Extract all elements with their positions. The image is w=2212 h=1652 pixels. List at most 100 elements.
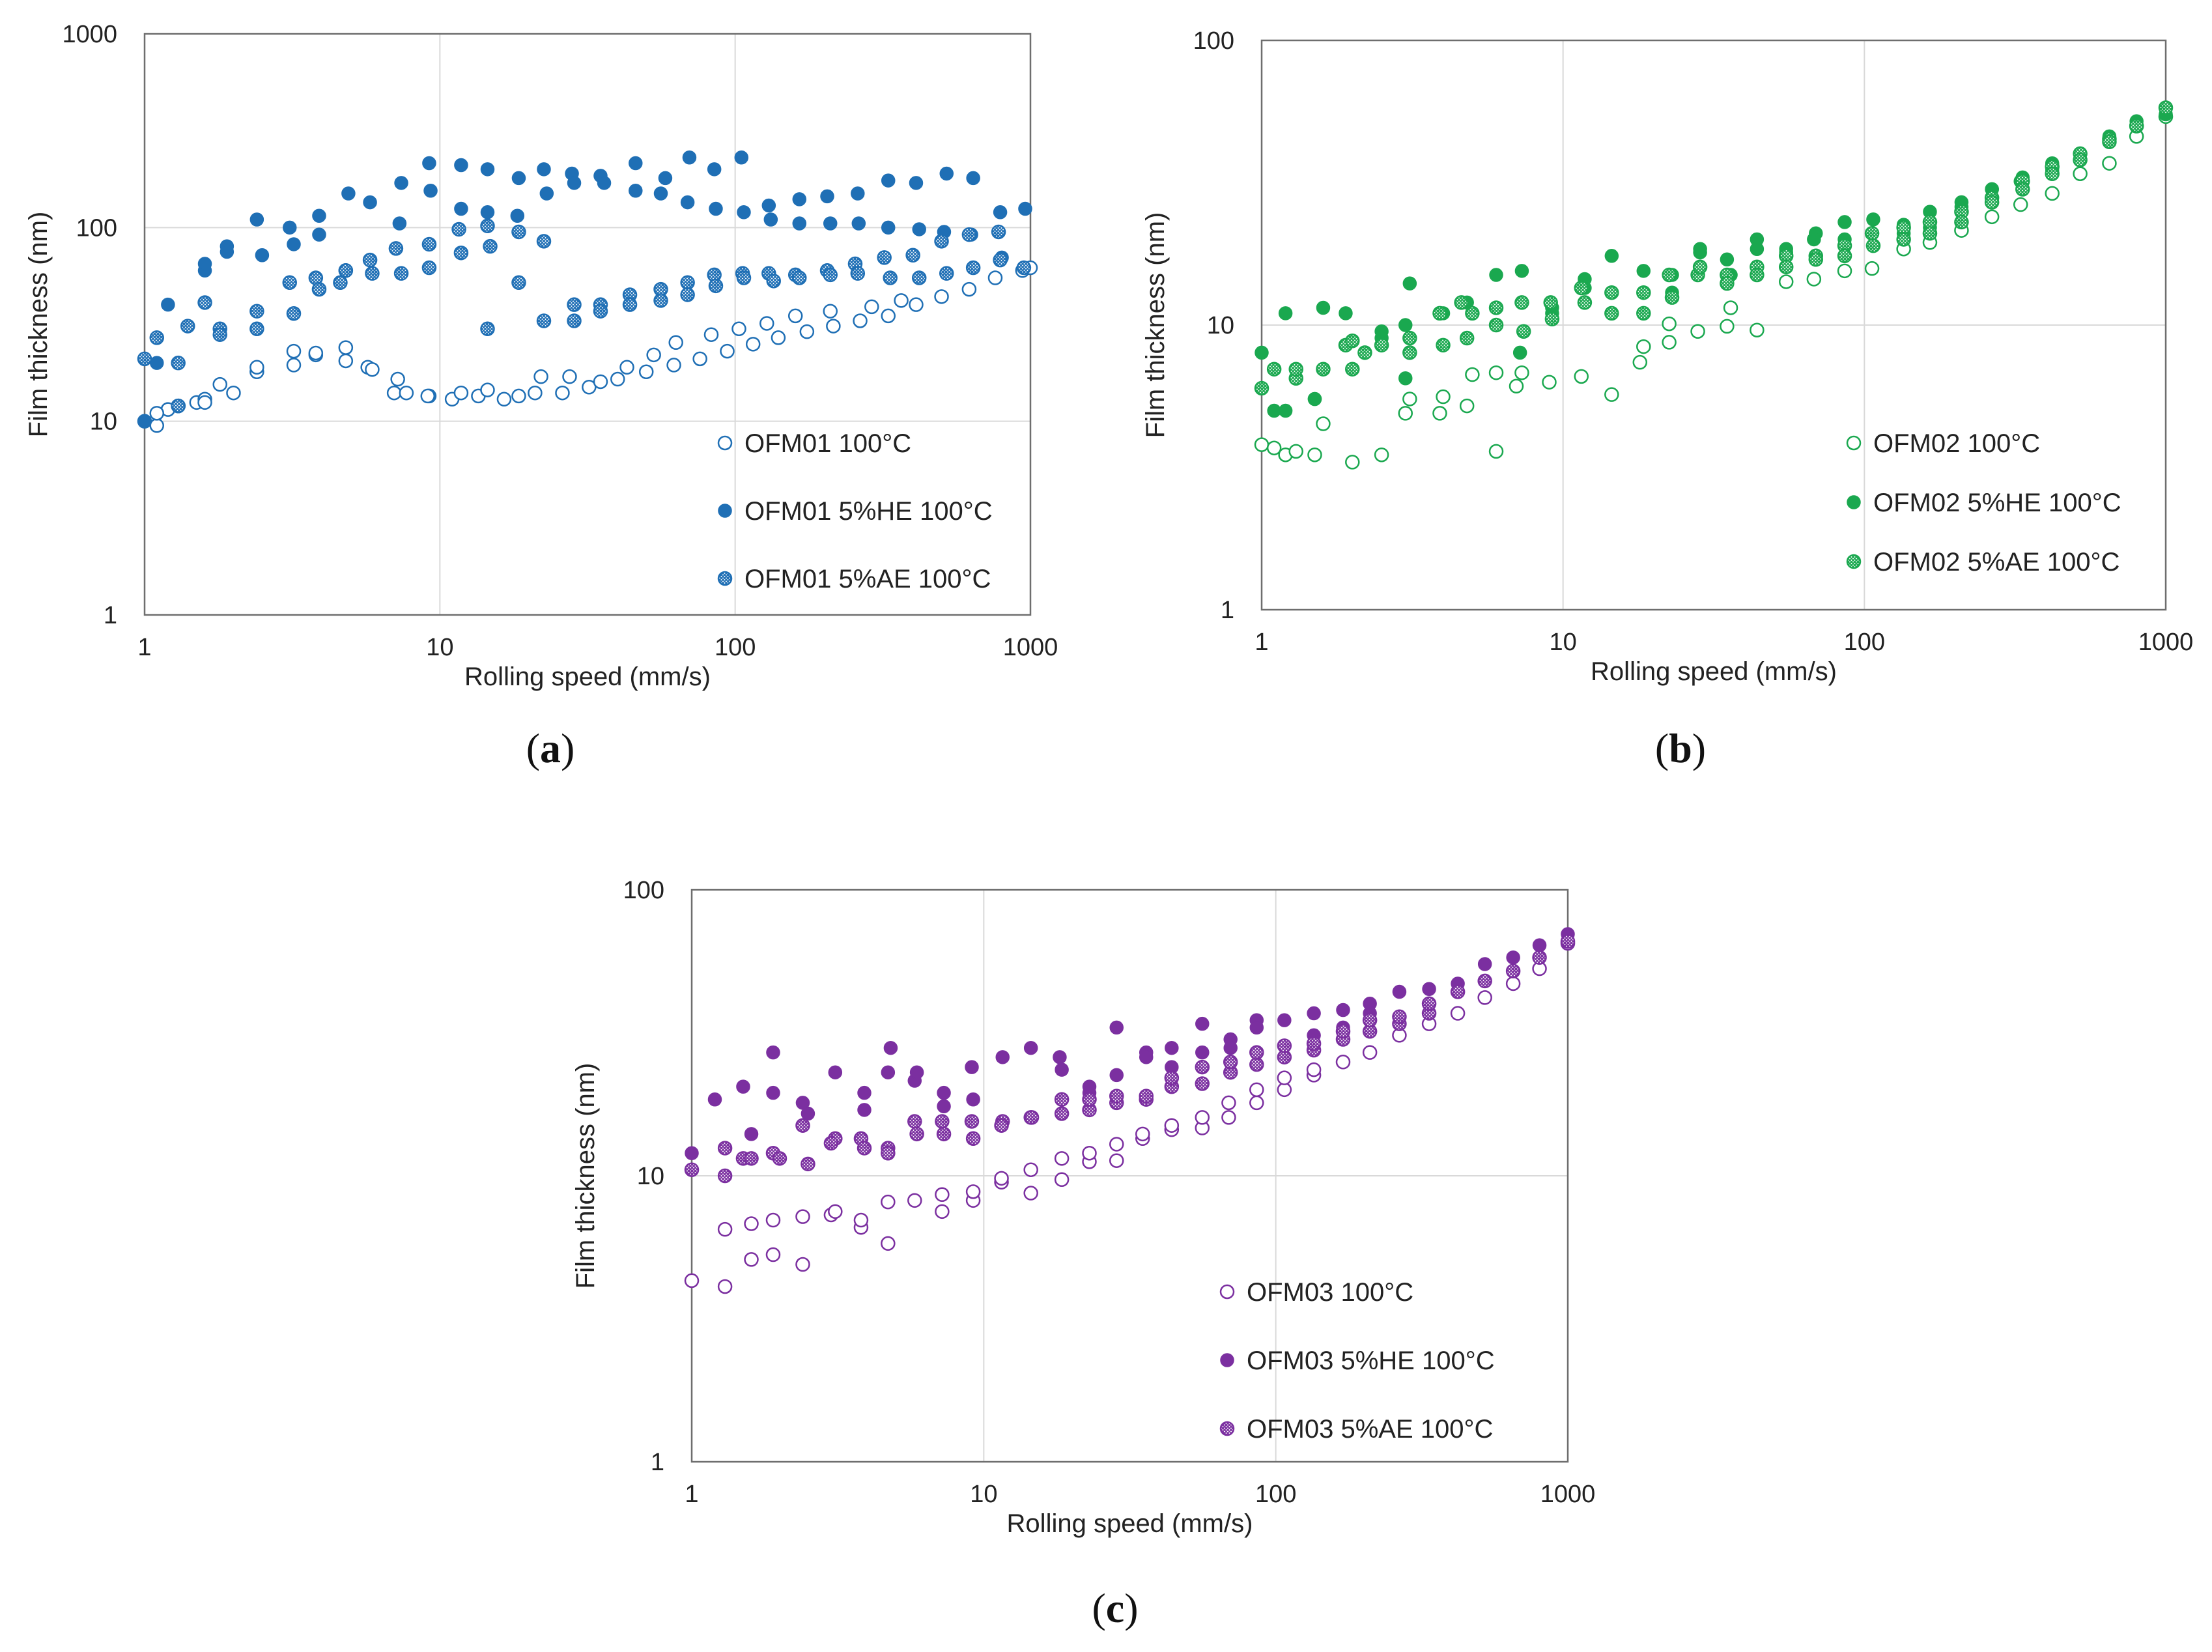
chart-c-legend-label: OFM03 100°C <box>1247 1278 1413 1307</box>
chart-a-point <box>393 266 409 281</box>
chart-b-point <box>1806 272 1822 287</box>
chart-b-point <box>1465 367 1480 382</box>
chart-a-point <box>666 358 681 373</box>
chart-c-point <box>1195 1110 1210 1125</box>
chart-a-legend-label: OFM01 5%AE 100°C <box>744 565 991 593</box>
chart-c-point <box>1249 1095 1264 1111</box>
chart-b-point <box>1720 252 1735 267</box>
chart-b-point <box>1432 406 1447 421</box>
chart-a-point <box>597 176 612 190</box>
chart-a-point <box>708 278 724 294</box>
chart-c-point <box>1392 1009 1407 1025</box>
chart-b-point <box>1374 337 1389 353</box>
chart-a-point <box>619 360 634 375</box>
chart-a-point <box>731 321 746 337</box>
chart-a-point <box>480 321 495 337</box>
chart-b-point <box>1402 345 1417 360</box>
chart-c-point <box>1335 1055 1351 1070</box>
chart-a-point <box>881 308 896 324</box>
chart-c-x-tick-label: 1 <box>685 1481 698 1508</box>
chart-a-point <box>137 414 152 429</box>
chart-b-point <box>1316 300 1331 315</box>
chart-c-point <box>772 1151 787 1166</box>
chart-b-point <box>1542 375 1557 390</box>
chart-b-legend-marker <box>1846 554 1862 569</box>
chart-c-point <box>1505 976 1521 991</box>
chart-a-point <box>987 270 1003 285</box>
chart-c-point <box>707 1092 722 1107</box>
chart-a-point <box>453 385 469 401</box>
chart-b-point <box>1664 290 1680 305</box>
chart-b-point <box>1266 440 1282 455</box>
chart-a-plot-frame <box>143 33 1032 616</box>
chart-a-point <box>737 205 751 220</box>
chart-c-point <box>1532 938 1547 952</box>
chart-c-point <box>1249 1045 1264 1060</box>
chart-b-point <box>1374 447 1389 463</box>
chart-c-point <box>1277 1070 1292 1085</box>
chart-a-point <box>421 260 437 276</box>
chart-b-point <box>1512 345 1527 360</box>
chart-c-point <box>853 1212 869 1228</box>
chart-c-y-axis-title: Film thickness (nm) <box>571 1063 600 1289</box>
chart-c-point <box>1450 1006 1466 1021</box>
chart-b-point <box>1488 317 1504 333</box>
chart-a-x-tick-label: 1 <box>137 634 151 661</box>
chart-b-point <box>1750 242 1765 256</box>
chart-c-point <box>883 1040 898 1055</box>
chart-a-point <box>137 351 152 367</box>
chart-c-y-tick-label: 1 <box>651 1449 664 1476</box>
chart-c-point <box>857 1085 872 1100</box>
chart-a-point <box>653 293 668 308</box>
chart-panel-b: 1 10 100 1000 1 10 100 Rolling speed (mm/s) Film… <box>1141 27 2193 686</box>
chart-c-point <box>765 1212 781 1228</box>
chart-a-point <box>853 313 868 328</box>
chart-c-point <box>717 1221 733 1237</box>
chart-b-point <box>1922 225 1938 241</box>
chart-b-point <box>1837 263 1852 279</box>
chart-c-point <box>1195 1076 1210 1091</box>
chart-b-point <box>1866 212 1880 227</box>
chart-c-point <box>1024 1110 1040 1125</box>
chart-c-point <box>1477 973 1492 989</box>
chart-a-point <box>961 227 977 242</box>
chart-b-point <box>1604 306 1619 321</box>
chart-c-point <box>935 1187 950 1203</box>
chart-a-point <box>909 176 924 190</box>
chart-a-point <box>150 356 164 370</box>
chart-c-point <box>1450 984 1466 999</box>
chart-b-point <box>1278 403 1293 418</box>
chart-b-point <box>1514 365 1529 380</box>
chart-c-point <box>881 1194 896 1210</box>
chart-b-series-filled <box>1255 107 2173 418</box>
chart-a-x-axis-title: Rolling speed (mm/s) <box>464 662 711 691</box>
chart-c-series-open <box>684 935 1576 1294</box>
chart-a-point <box>582 380 597 395</box>
chart-c-point <box>1477 990 1492 1005</box>
chart-b-point <box>1574 369 1589 384</box>
chart-a-point <box>249 304 264 319</box>
chart-b-point <box>1543 295 1558 310</box>
chart-c-point <box>907 1114 922 1129</box>
panel-label-b: (b) <box>1655 725 1706 771</box>
chart-c-point <box>1054 1172 1070 1188</box>
chart-a-point <box>341 186 356 201</box>
chart-b-point <box>1807 232 1821 247</box>
chart-b-point <box>1254 437 1269 452</box>
chart-b-x-tick-label: 1000 <box>2138 629 2194 656</box>
chart-c-point <box>1023 1162 1038 1177</box>
chart-c-point <box>795 1257 810 1272</box>
chart-a-point <box>799 324 815 339</box>
chart-c-point <box>1477 957 1492 971</box>
chart-a-point <box>423 183 438 198</box>
chart-c-point <box>823 1135 839 1151</box>
chart-a-point <box>668 335 683 350</box>
chart-c-point <box>1165 1040 1179 1055</box>
chart-a-point <box>365 362 380 377</box>
chart-a-point <box>312 227 326 242</box>
chart-c-point <box>1109 1153 1124 1168</box>
chart-c-point <box>1109 1020 1124 1035</box>
chart-c-point <box>1335 1023 1351 1039</box>
chart-a-y-tick-label: 1 <box>104 602 117 629</box>
